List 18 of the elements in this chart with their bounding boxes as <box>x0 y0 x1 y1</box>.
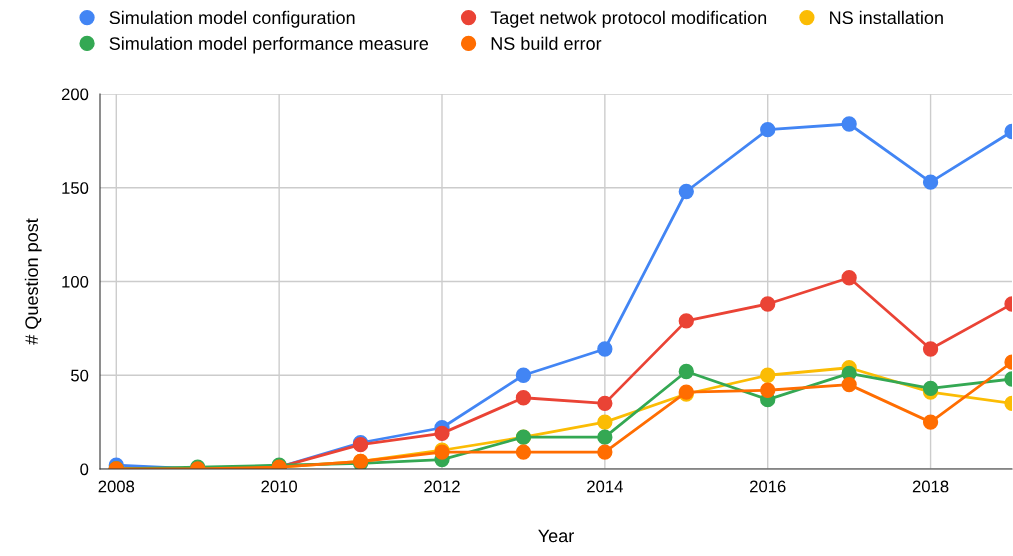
y-tick-label: 0 <box>80 463 89 476</box>
x-tick-label: 2010 <box>261 480 298 493</box>
y-tick-label: 50 <box>71 369 89 382</box>
legend-label: NS build error <box>491 36 602 50</box>
y-tick-label: 150 <box>62 182 89 194</box>
legend-label: NS installation <box>830 10 943 25</box>
legend-label: Taget netwok protocol modification <box>490 10 767 28</box>
y-tick-label: 200 <box>61 88 89 101</box>
x-tick-label: 2008 <box>98 480 135 493</box>
x-axis-title: Year <box>538 529 574 543</box>
x-tick-label: 2016 <box>750 480 786 493</box>
x-tick-label: 2012 <box>424 480 460 493</box>
x-tick-label: 2014 <box>587 480 623 493</box>
legend-label: Simulation model performance measure <box>109 36 429 54</box>
y-axis-title: # Question post <box>24 218 42 345</box>
x-tick-label: 2018 <box>912 480 949 493</box>
y-tick-label: 100 <box>62 275 89 288</box>
legend-label: Simulation model configuration <box>109 10 355 28</box>
